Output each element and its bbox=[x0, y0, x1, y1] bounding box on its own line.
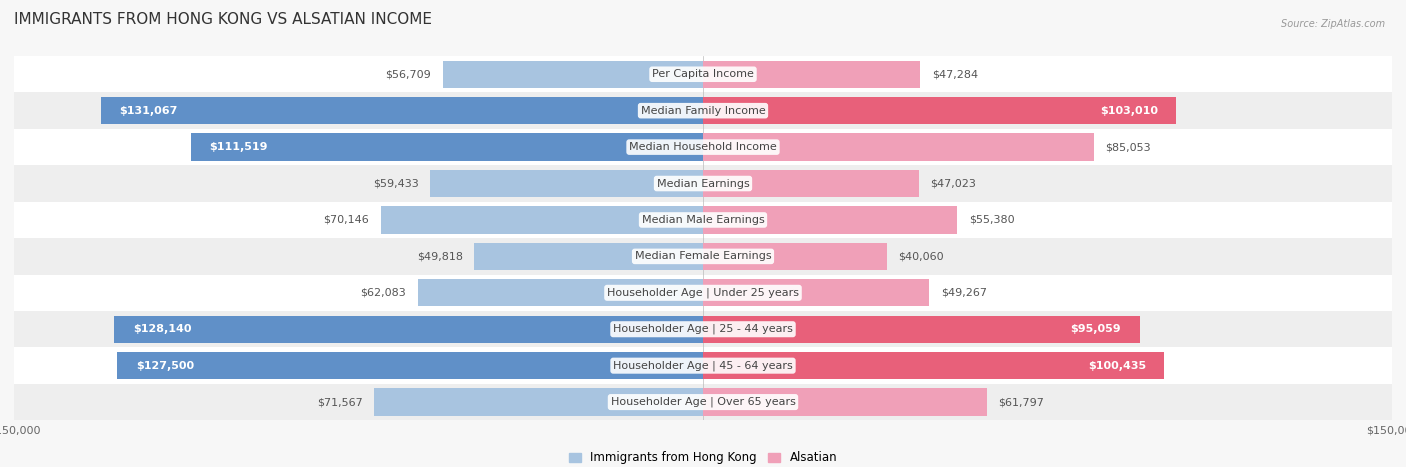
Text: $103,010: $103,010 bbox=[1099, 106, 1157, 116]
Bar bbox=[703, 170, 920, 197]
Bar bbox=[703, 134, 1094, 161]
Text: Householder Age | 25 - 44 years: Householder Age | 25 - 44 years bbox=[613, 324, 793, 334]
Bar bbox=[703, 389, 987, 416]
Text: $128,140: $128,140 bbox=[132, 324, 191, 334]
Text: Source: ZipAtlas.com: Source: ZipAtlas.com bbox=[1281, 19, 1385, 28]
Text: $71,567: $71,567 bbox=[318, 397, 363, 407]
Text: $127,500: $127,500 bbox=[136, 361, 194, 371]
Text: $47,284: $47,284 bbox=[932, 69, 977, 79]
Bar bbox=[703, 316, 1140, 343]
Text: $47,023: $47,023 bbox=[931, 178, 976, 189]
Text: Median Household Income: Median Household Income bbox=[628, 142, 778, 152]
Text: Median Female Earnings: Median Female Earnings bbox=[634, 251, 772, 262]
Bar bbox=[101, 97, 703, 124]
Text: $40,060: $40,060 bbox=[898, 251, 943, 262]
Text: $85,053: $85,053 bbox=[1105, 142, 1150, 152]
Text: $100,435: $100,435 bbox=[1088, 361, 1146, 371]
Bar bbox=[381, 206, 703, 234]
Text: Median Family Income: Median Family Income bbox=[641, 106, 765, 116]
Bar bbox=[14, 384, 1392, 420]
Text: $62,083: $62,083 bbox=[360, 288, 406, 298]
Bar bbox=[418, 279, 703, 306]
Bar bbox=[14, 92, 1392, 129]
Bar bbox=[703, 97, 1175, 124]
Text: $49,267: $49,267 bbox=[941, 288, 987, 298]
Bar bbox=[703, 206, 957, 234]
Bar bbox=[14, 129, 1392, 165]
Text: $59,433: $59,433 bbox=[373, 178, 419, 189]
Legend: Immigrants from Hong Kong, Alsatian: Immigrants from Hong Kong, Alsatian bbox=[564, 446, 842, 467]
Text: $61,797: $61,797 bbox=[998, 397, 1045, 407]
Bar bbox=[430, 170, 703, 197]
Bar bbox=[191, 134, 703, 161]
Bar bbox=[374, 389, 703, 416]
Bar bbox=[703, 279, 929, 306]
Text: Per Capita Income: Per Capita Income bbox=[652, 69, 754, 79]
Bar bbox=[14, 311, 1392, 347]
Text: Median Male Earnings: Median Male Earnings bbox=[641, 215, 765, 225]
Bar bbox=[14, 165, 1392, 202]
Text: $49,818: $49,818 bbox=[416, 251, 463, 262]
Text: Median Earnings: Median Earnings bbox=[657, 178, 749, 189]
Bar bbox=[703, 243, 887, 270]
Text: $56,709: $56,709 bbox=[385, 69, 432, 79]
Text: $55,380: $55,380 bbox=[969, 215, 1015, 225]
Bar bbox=[703, 352, 1164, 379]
Text: $95,059: $95,059 bbox=[1070, 324, 1121, 334]
Bar bbox=[14, 202, 1392, 238]
Text: $70,146: $70,146 bbox=[323, 215, 370, 225]
Bar bbox=[114, 316, 703, 343]
Text: Householder Age | 45 - 64 years: Householder Age | 45 - 64 years bbox=[613, 361, 793, 371]
Text: Householder Age | Over 65 years: Householder Age | Over 65 years bbox=[610, 397, 796, 407]
Bar bbox=[14, 56, 1392, 92]
Bar bbox=[474, 243, 703, 270]
Bar bbox=[14, 238, 1392, 275]
Text: $131,067: $131,067 bbox=[120, 106, 177, 116]
Bar bbox=[117, 352, 703, 379]
Text: Householder Age | Under 25 years: Householder Age | Under 25 years bbox=[607, 288, 799, 298]
Bar bbox=[14, 275, 1392, 311]
Bar bbox=[703, 61, 920, 88]
Text: $111,519: $111,519 bbox=[209, 142, 267, 152]
Bar bbox=[443, 61, 703, 88]
Text: IMMIGRANTS FROM HONG KONG VS ALSATIAN INCOME: IMMIGRANTS FROM HONG KONG VS ALSATIAN IN… bbox=[14, 12, 432, 27]
Bar bbox=[14, 347, 1392, 384]
